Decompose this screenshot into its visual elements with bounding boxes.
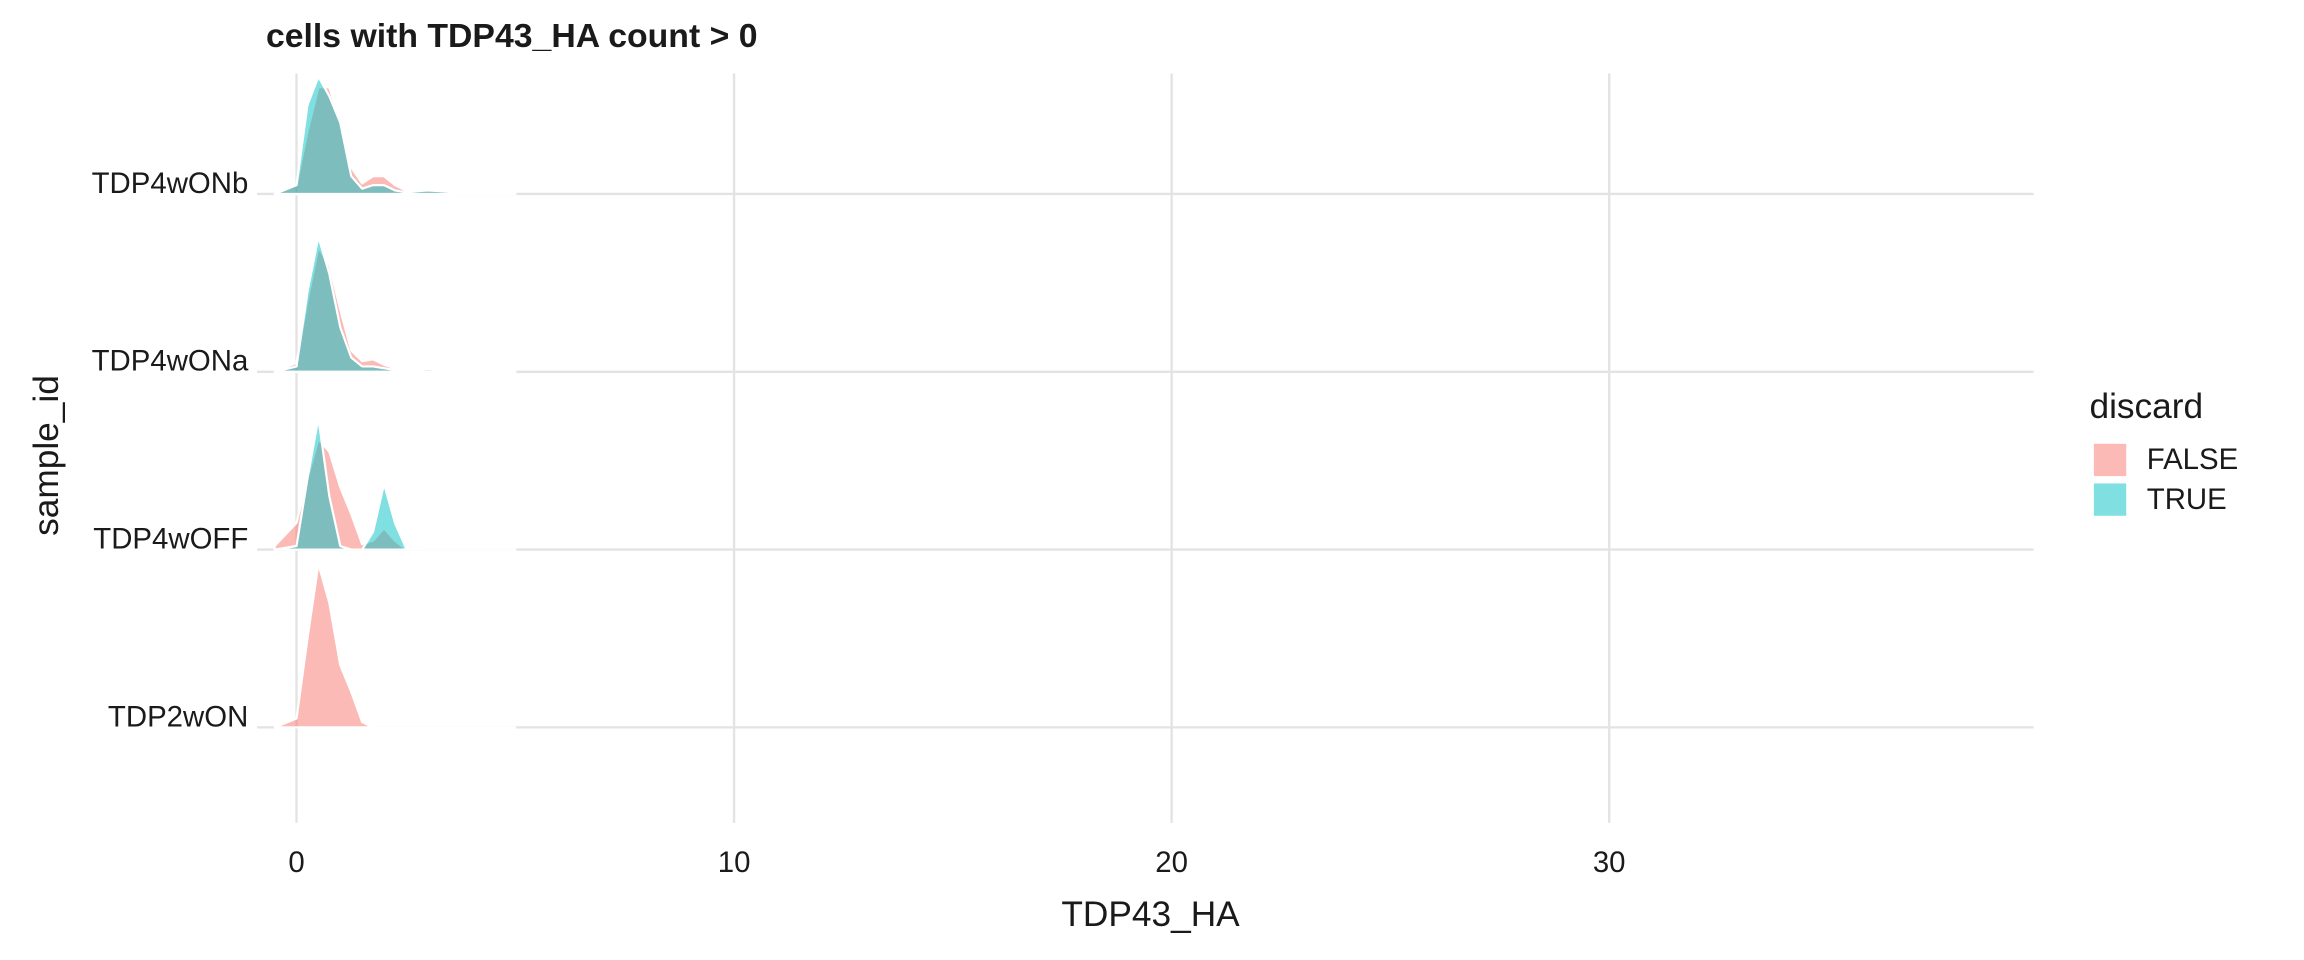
legend-title: discard	[2089, 387, 2203, 426]
legend-key	[2093, 483, 2127, 516]
y-tick-label: TDP2wON	[108, 700, 248, 733]
x-tick-label: 20	[1155, 846, 1188, 879]
y-tick-label: TDP4wOFF	[93, 523, 248, 556]
x-tick-label: 10	[718, 846, 751, 879]
legend-key	[2093, 443, 2127, 477]
x-tick-label: 30	[1593, 846, 1626, 879]
density-ridge	[273, 235, 517, 373]
x-axis-title: TDP43_HA	[1061, 895, 1240, 934]
y-tick-label: TDP4wONa	[92, 345, 249, 378]
y-axis-title: sample_id	[27, 375, 66, 536]
legend-label: FALSE	[2147, 443, 2238, 476]
y-tick-label: TDP4wONb	[92, 167, 249, 200]
density-ridge	[273, 75, 517, 196]
density-ridge	[273, 416, 517, 551]
density-ridge	[273, 562, 517, 729]
x-tick-label: 0	[288, 846, 304, 879]
chart-title: cells with TDP43_HA count > 0	[266, 17, 758, 55]
legend-label: TRUE	[2147, 483, 2227, 516]
